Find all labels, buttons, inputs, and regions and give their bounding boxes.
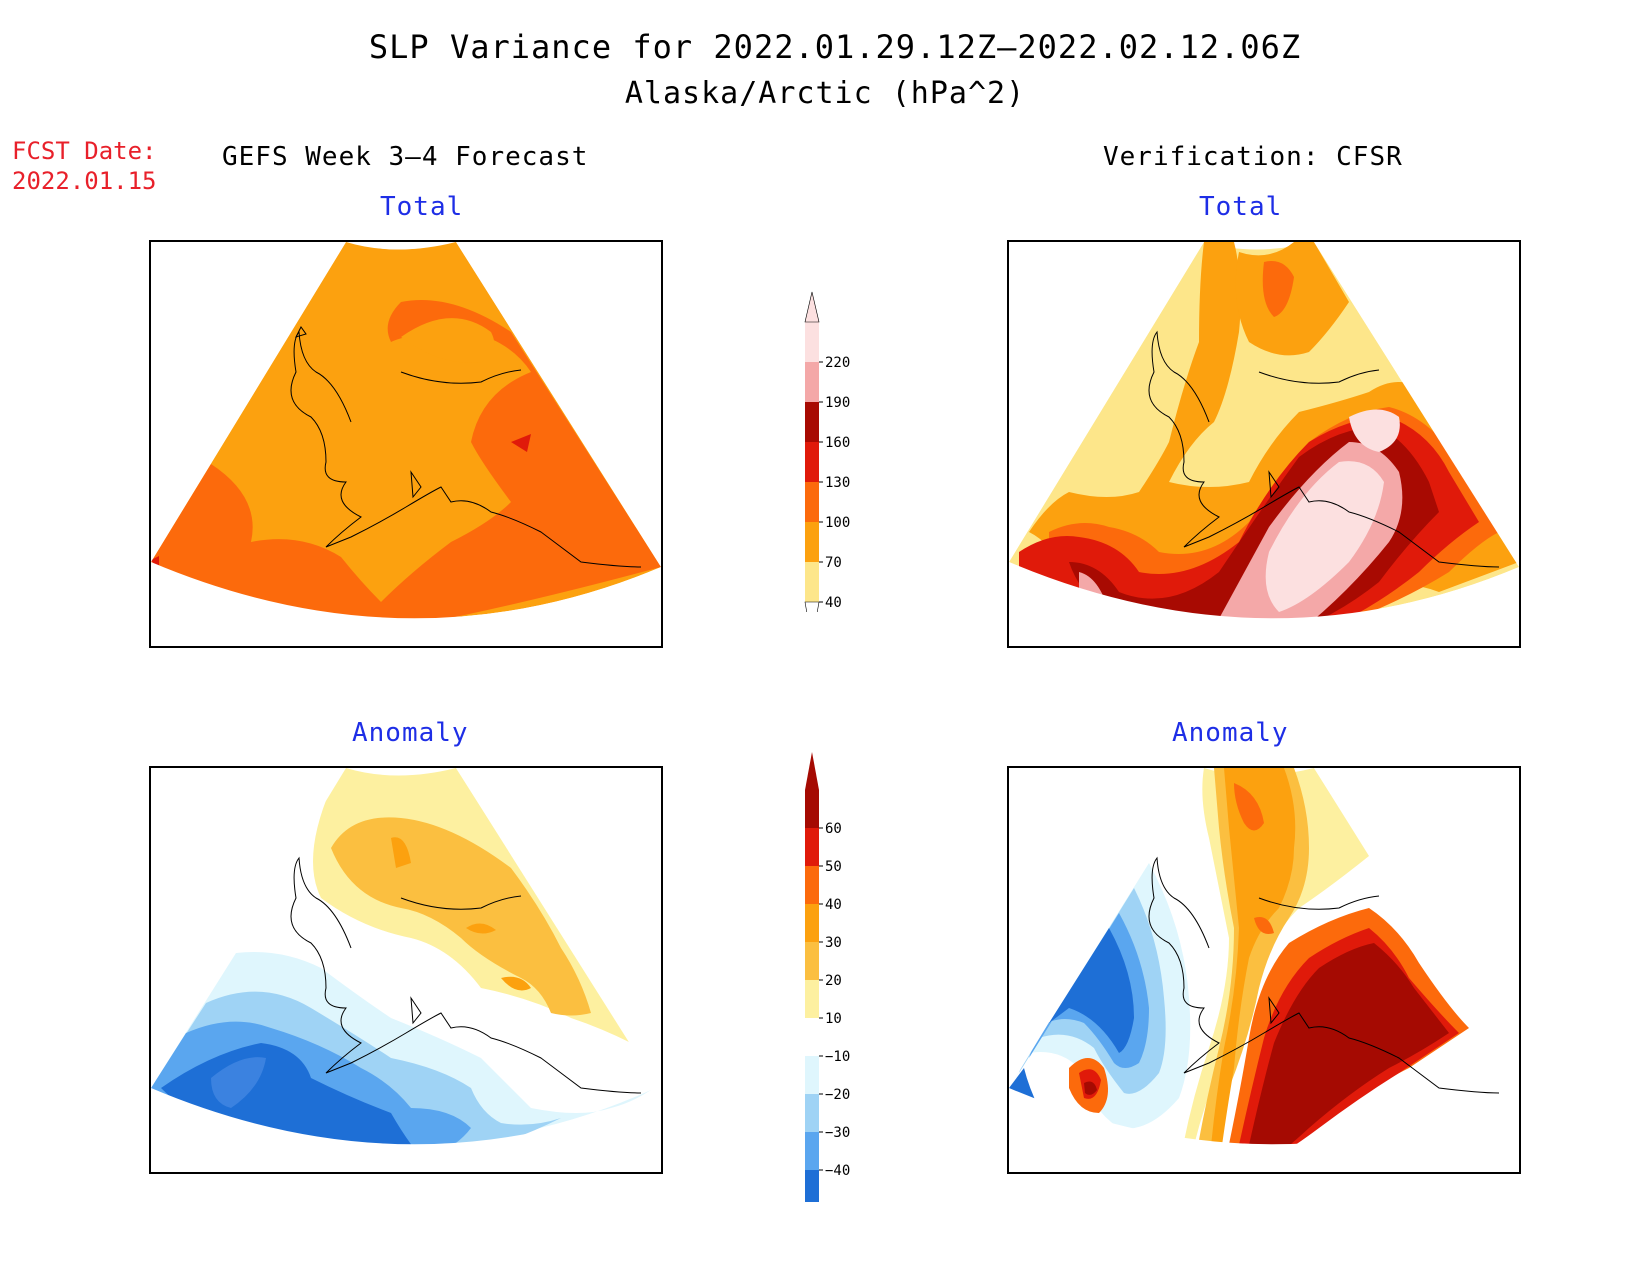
colorbar-total-label: 70	[825, 555, 842, 571]
colorbar-anomaly-swatch	[805, 904, 819, 942]
colorbar-anomaly-swatch	[805, 942, 819, 980]
colorbar-anomaly-label: −40	[825, 1163, 850, 1179]
colorbar-anomaly-swatch	[805, 790, 819, 828]
colorbar-anomaly-label: 20	[825, 973, 842, 989]
main-title: SLP Variance for 2022.01.29.12Z–2022.02.…	[368, 28, 1302, 66]
main-subtitle: Alaska/Arctic (hPa^2)	[624, 76, 1026, 111]
map-gefs-total	[149, 240, 663, 648]
total-label-right: Total	[1199, 192, 1283, 222]
total-label-left: Total	[380, 192, 464, 222]
colorbar-total-swatch	[805, 442, 819, 482]
map-cfsr-anomaly	[1007, 766, 1521, 1174]
colorbar-anomaly-swatch	[805, 828, 819, 866]
fcst-date-value: 2022.01.15	[12, 167, 157, 195]
colorbar-total-swatch	[805, 402, 819, 442]
colorbar-anomaly-swatch	[805, 980, 819, 1018]
colorbar-total-swatch	[805, 362, 819, 402]
fcst-date-label: FCST Date:	[12, 137, 157, 165]
colorbar-anomaly-label: 10	[825, 1011, 842, 1027]
colorbar-total-label: 100	[825, 515, 850, 531]
colorbar-total-cap-top	[804, 291, 820, 323]
colorbar-total-cap-bottom	[804, 601, 820, 612]
map-gefs-anomaly	[149, 766, 663, 1174]
colorbar-total-label: 40	[825, 595, 842, 611]
colorbar-anomaly-label: −10	[825, 1049, 850, 1065]
anomaly-label-right: Anomaly	[1172, 718, 1289, 748]
left-column-header: GEFS Week 3–4 Forecast	[222, 142, 589, 172]
colorbar-anomaly-swatch	[805, 1132, 819, 1170]
map-cfsr-total	[1007, 240, 1521, 648]
colorbar-total-swatch	[805, 482, 819, 522]
anomaly-label-left: Anomaly	[352, 718, 469, 748]
colorbar-total-swatch	[805, 322, 819, 362]
colorbar-anomaly-swatch	[805, 1094, 819, 1132]
colorbar-total-label: 190	[825, 395, 850, 411]
colorbar-total: 40 70 100 130 160 190 220	[804, 291, 850, 612]
colorbar-total-label: 160	[825, 435, 850, 451]
colorbar-total-label: 220	[825, 355, 850, 371]
colorbar-total-swatch	[805, 522, 819, 562]
colorbar-anomaly-swatch	[805, 1056, 819, 1094]
colorbar-anomaly-label: −20	[825, 1087, 850, 1103]
colorbar-anomaly-label: 30	[825, 935, 842, 951]
colorbar-anomaly-swatch	[805, 1018, 819, 1056]
colorbar-anomaly-swatch	[805, 1170, 819, 1202]
colorbar-anomaly-label: 50	[825, 859, 842, 875]
colorbar-anomaly-label: 40	[825, 897, 842, 913]
colorbar-total-label: 130	[825, 475, 850, 491]
colorbar-anomaly: 60 50 40 30 20 10 −10 −20 −30 −40	[805, 752, 850, 1202]
colorbar-anomaly-label: −30	[825, 1125, 850, 1141]
colorbar-anomaly-cap-top	[805, 752, 819, 790]
colorbar-anomaly-label: 60	[825, 821, 842, 837]
right-column-header: Verification: CFSR	[1103, 142, 1403, 172]
colorbar-anomaly-swatch	[805, 866, 819, 904]
colorbar-total-swatch	[805, 562, 819, 602]
